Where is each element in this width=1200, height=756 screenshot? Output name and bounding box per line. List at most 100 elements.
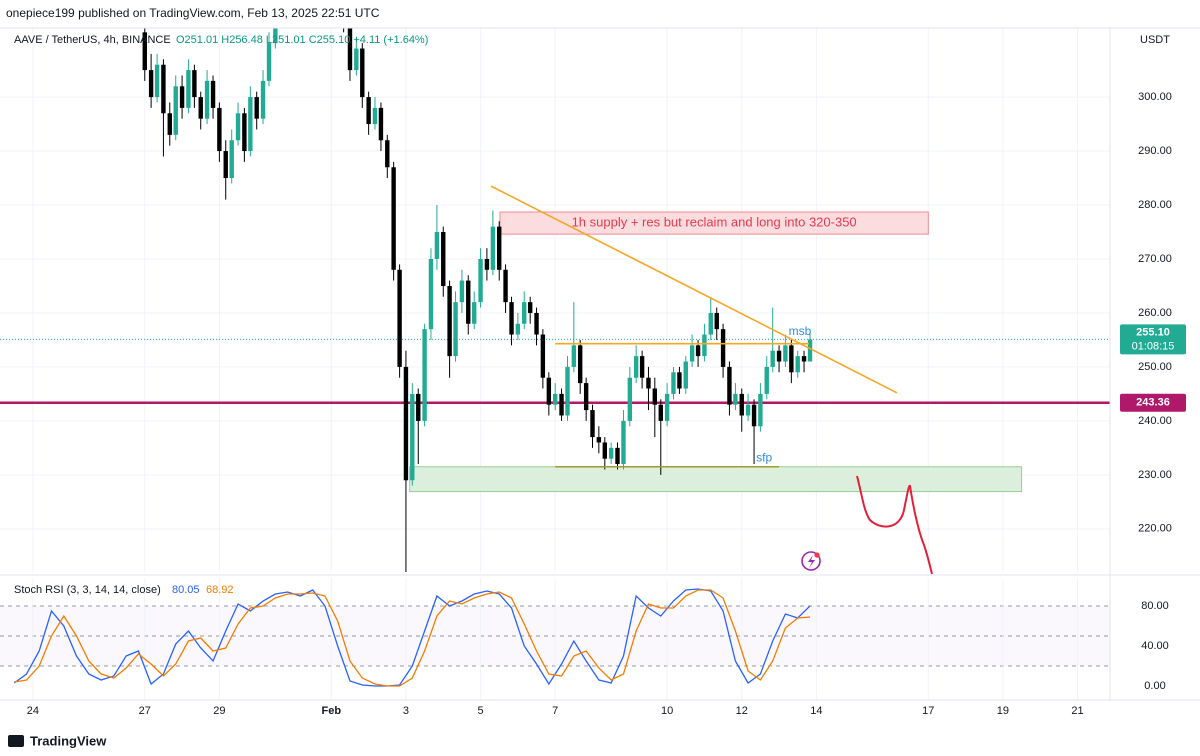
y-tick-label: 230.00	[1138, 469, 1172, 481]
candle-body	[204, 80, 210, 119]
candle-body	[602, 442, 608, 459]
brand-name: TradingView	[30, 733, 107, 748]
candle-body	[354, 48, 359, 71]
y-tick-label: 240.00	[1138, 415, 1172, 427]
x-tick-label: 12	[736, 705, 748, 717]
price-line-label: 243.36	[1136, 397, 1170, 409]
price-pane: 1h supply + res but reclaim and long int…	[0, 28, 1110, 572]
x-tick-label: 10	[661, 705, 673, 717]
candle-body	[186, 70, 191, 108]
k-value: 80.05	[172, 584, 200, 596]
stoch-line	[14, 589, 811, 687]
candle-body	[801, 356, 807, 362]
candle-body	[739, 393, 744, 416]
candle-body	[422, 329, 427, 421]
candle-body	[179, 86, 185, 108]
y-tick-label: 80.00	[1141, 600, 1169, 612]
candle-body	[770, 350, 775, 367]
brand-logo	[8, 735, 24, 747]
candle-body	[397, 269, 402, 367]
candle-body	[546, 377, 552, 405]
candle-body	[559, 393, 564, 416]
candle-body	[509, 302, 514, 335]
candle-body	[751, 404, 757, 427]
zone	[409, 466, 1023, 493]
y-tick-label: 260.00	[1138, 307, 1172, 319]
indicator-title: Stoch RSI (3, 3, 14, 14, close)	[14, 584, 161, 596]
y-tick-label: 250.00	[1138, 361, 1172, 373]
zone-label: 1h supply + res but reclaim and long int…	[572, 215, 857, 230]
event-icon-bolt	[808, 555, 815, 568]
candle-body	[273, 28, 278, 44]
zone	[499, 211, 929, 235]
candle-body	[428, 258, 434, 330]
candle-body	[534, 312, 539, 335]
candle-body	[633, 356, 639, 378]
y-tick-label: 280.00	[1138, 199, 1172, 211]
candle-body	[658, 404, 663, 421]
candle-body	[441, 232, 446, 286]
x-tick-label: 27	[139, 705, 151, 717]
byline: onepiece199 published on TradingView.com…	[6, 6, 380, 20]
candle-body	[583, 383, 589, 411]
annotation: sfp	[756, 450, 772, 464]
candle-body	[571, 345, 577, 367]
candle-body	[254, 97, 259, 119]
candle-body	[664, 393, 670, 421]
candle-body	[148, 70, 154, 98]
candle-body	[391, 167, 396, 270]
candle-body	[472, 302, 477, 324]
candle-body	[596, 437, 602, 443]
candle-body	[577, 345, 583, 384]
candle-body	[453, 302, 458, 357]
freehand-drawing	[856, 475, 933, 575]
y-tick-label: 300.00	[1138, 91, 1172, 103]
candle-body	[434, 232, 440, 259]
x-tick-label: 19	[997, 705, 1009, 717]
candle-body	[727, 366, 732, 405]
candle-body	[590, 410, 595, 438]
candle-body	[683, 361, 688, 389]
candle-body	[173, 86, 178, 135]
candle-body	[783, 345, 788, 362]
event-icon-dot	[814, 552, 820, 558]
last-price-badge	[1120, 324, 1186, 355]
candle-body	[223, 151, 228, 179]
candle-body	[515, 323, 521, 335]
candle-body	[758, 393, 763, 427]
annotation: msb	[789, 324, 812, 338]
candle-body	[627, 377, 633, 421]
x-tick-label: 7	[552, 705, 558, 717]
candle-body	[689, 345, 695, 362]
price-line-badge	[1120, 393, 1186, 412]
candle-body	[522, 302, 527, 324]
candle-body	[466, 280, 471, 324]
candle-body	[497, 226, 502, 270]
candle-body	[360, 48, 365, 98]
candle-body	[702, 334, 707, 357]
candle-body	[347, 28, 353, 71]
candle-body	[695, 345, 701, 357]
candle-body	[745, 404, 751, 416]
candle-body	[652, 388, 658, 405]
x-tick-label: 14	[810, 705, 822, 717]
candle-body	[478, 258, 483, 303]
candle-body	[385, 140, 390, 168]
stoch-line	[13, 588, 811, 687]
candle-body	[621, 420, 626, 465]
candle-body	[366, 97, 371, 125]
candle-body	[639, 356, 645, 378]
candle-body	[154, 64, 160, 98]
x-tick-label: Feb	[322, 705, 342, 717]
x-tick-label: 3	[403, 705, 409, 717]
candle-body	[565, 366, 570, 416]
candle-body	[459, 280, 465, 303]
candle-body	[764, 366, 769, 394]
y-tick-label: 0.00	[1144, 680, 1165, 692]
candle-body	[416, 393, 421, 421]
candle-body	[447, 285, 452, 357]
candle-body	[540, 334, 546, 378]
